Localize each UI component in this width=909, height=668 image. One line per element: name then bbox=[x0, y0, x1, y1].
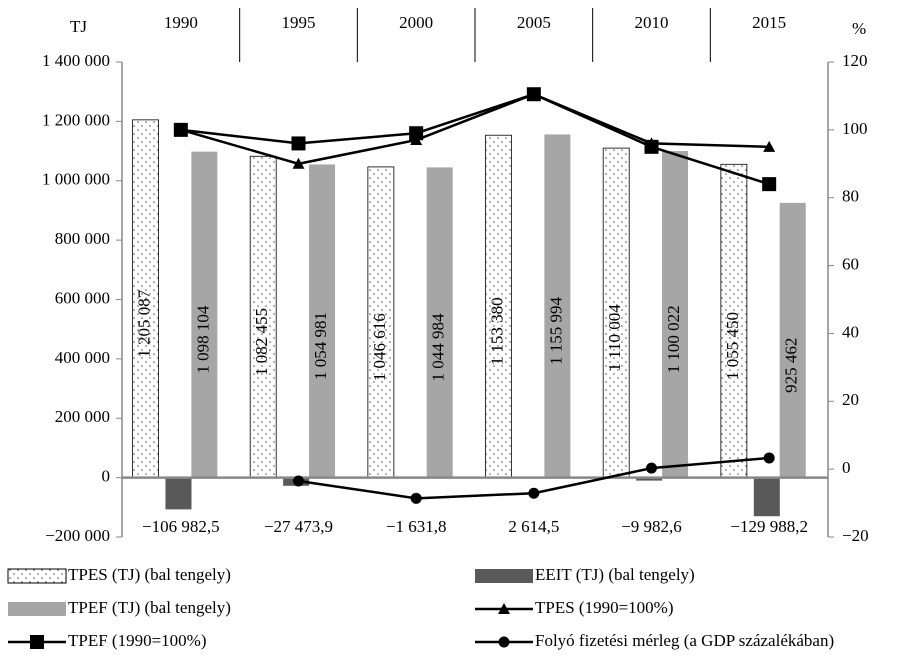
y-tick-label: −200 000 bbox=[45, 526, 110, 545]
legend-item: TPEF (1990=100%) bbox=[8, 631, 207, 650]
value-label: 1 055 450 bbox=[723, 312, 742, 380]
y2-tick-label: −20 bbox=[842, 526, 869, 545]
legend-label: EEIT (TJ) (bal tengely) bbox=[535, 565, 695, 584]
marker bbox=[646, 462, 657, 474]
value-label: −27 473,9 bbox=[264, 517, 333, 536]
marker bbox=[762, 177, 777, 192]
y2-tick-label: 20 bbox=[842, 390, 859, 409]
value-label: 1 046 616 bbox=[370, 313, 389, 381]
x-tick-label: 1995 bbox=[282, 13, 316, 32]
bar bbox=[602, 147, 630, 479]
y2-tick-label: 60 bbox=[842, 254, 859, 273]
bar bbox=[191, 151, 218, 478]
value-label: 1 153 380 bbox=[487, 297, 506, 365]
y-tick-label: 1 200 000 bbox=[42, 110, 110, 129]
y-tick-label: 800 000 bbox=[55, 229, 110, 248]
y-tick-label: 200 000 bbox=[55, 407, 110, 426]
marker bbox=[409, 126, 424, 141]
marker bbox=[173, 122, 188, 137]
bar bbox=[165, 477, 192, 510]
y-tick-label: 1 000 000 bbox=[42, 170, 110, 189]
line bbox=[180, 92, 770, 186]
marker bbox=[498, 603, 510, 614]
x-tick-label: 2000 bbox=[399, 13, 433, 32]
x-tick-label: 2015 bbox=[752, 13, 786, 32]
value-label: 1 054 981 bbox=[311, 312, 330, 380]
y-axis-label: TJ bbox=[70, 17, 87, 36]
legend-label: TPEF (TJ) (bal tengely) bbox=[68, 598, 231, 617]
y2-tick-label: 0 bbox=[842, 458, 851, 477]
value-label: 2 614,5 bbox=[508, 517, 559, 536]
bar bbox=[636, 477, 663, 481]
marker bbox=[293, 475, 304, 487]
marker bbox=[291, 136, 306, 151]
bar bbox=[662, 151, 689, 478]
x-tick-label: 1990 bbox=[164, 13, 198, 32]
marker bbox=[528, 487, 540, 499]
marker bbox=[763, 452, 775, 464]
x-tick-label: 2005 bbox=[517, 13, 551, 32]
legend-swatch bbox=[7, 568, 67, 584]
bar bbox=[249, 155, 277, 479]
legend-item: TPES (TJ) (bal tengely) bbox=[7, 565, 231, 584]
y2-tick-label: 80 bbox=[842, 187, 859, 206]
bar bbox=[753, 477, 780, 517]
legend-label: TPEF (1990=100%) bbox=[68, 631, 207, 650]
marker bbox=[292, 157, 305, 169]
marker bbox=[763, 140, 776, 152]
value-label: 1 100 022 bbox=[664, 305, 683, 373]
marker bbox=[644, 139, 659, 154]
marker bbox=[410, 492, 422, 504]
bar bbox=[544, 134, 571, 478]
legend-swatch bbox=[475, 569, 533, 583]
legend-item: Folyó fizetési mérleg (a GDP százalékába… bbox=[475, 631, 834, 650]
value-label: 1 110 004 bbox=[605, 304, 624, 372]
bar bbox=[132, 119, 159, 479]
legend-item: TPEF (TJ) (bal tengely) bbox=[8, 598, 231, 617]
legend-label: Folyó fizetési mérleg (a GDP százalékába… bbox=[535, 631, 834, 650]
bar bbox=[367, 166, 395, 479]
value-label: 1 155 994 bbox=[546, 297, 565, 366]
bar bbox=[485, 134, 512, 479]
value-label: −129 988,2 bbox=[730, 517, 808, 536]
y2-axis-label: % bbox=[852, 19, 866, 38]
bar bbox=[779, 202, 806, 478]
legend-item: TPES (1990=100%) bbox=[475, 598, 674, 617]
y2-tick-label: 100 bbox=[842, 119, 868, 138]
y2-tick-label: 40 bbox=[842, 322, 859, 341]
y-tick-label: 0 bbox=[102, 467, 111, 486]
bar bbox=[426, 167, 453, 478]
x-tick-label: 2010 bbox=[635, 13, 669, 32]
value-label: −106 982,5 bbox=[142, 517, 220, 536]
legend-label: TPES (TJ) (bal tengely) bbox=[68, 565, 231, 584]
legend-item: EEIT (TJ) (bal tengely) bbox=[475, 565, 695, 584]
marker bbox=[30, 635, 44, 649]
bar bbox=[720, 163, 748, 479]
y2-tick-label: 120 bbox=[842, 51, 868, 70]
legend-label: TPES (1990=100%) bbox=[535, 598, 674, 617]
bar bbox=[309, 164, 336, 478]
value-label: 1 205 087 bbox=[134, 289, 153, 358]
value-label: 925 462 bbox=[782, 338, 801, 393]
line bbox=[180, 92, 770, 166]
y-tick-label: 1 400 000 bbox=[42, 51, 110, 70]
y-tick-label: 400 000 bbox=[55, 348, 110, 367]
value-label: −9 982,6 bbox=[621, 517, 682, 536]
value-label: 1 098 104 bbox=[193, 305, 212, 374]
legend-swatch bbox=[8, 602, 66, 616]
value-label: −1 631,8 bbox=[386, 517, 447, 536]
marker bbox=[498, 636, 510, 648]
value-label: 1 082 455 bbox=[252, 308, 271, 376]
value-label: 1 044 984 bbox=[429, 313, 448, 382]
marker bbox=[526, 87, 541, 102]
y-tick-label: 600 000 bbox=[55, 288, 110, 307]
